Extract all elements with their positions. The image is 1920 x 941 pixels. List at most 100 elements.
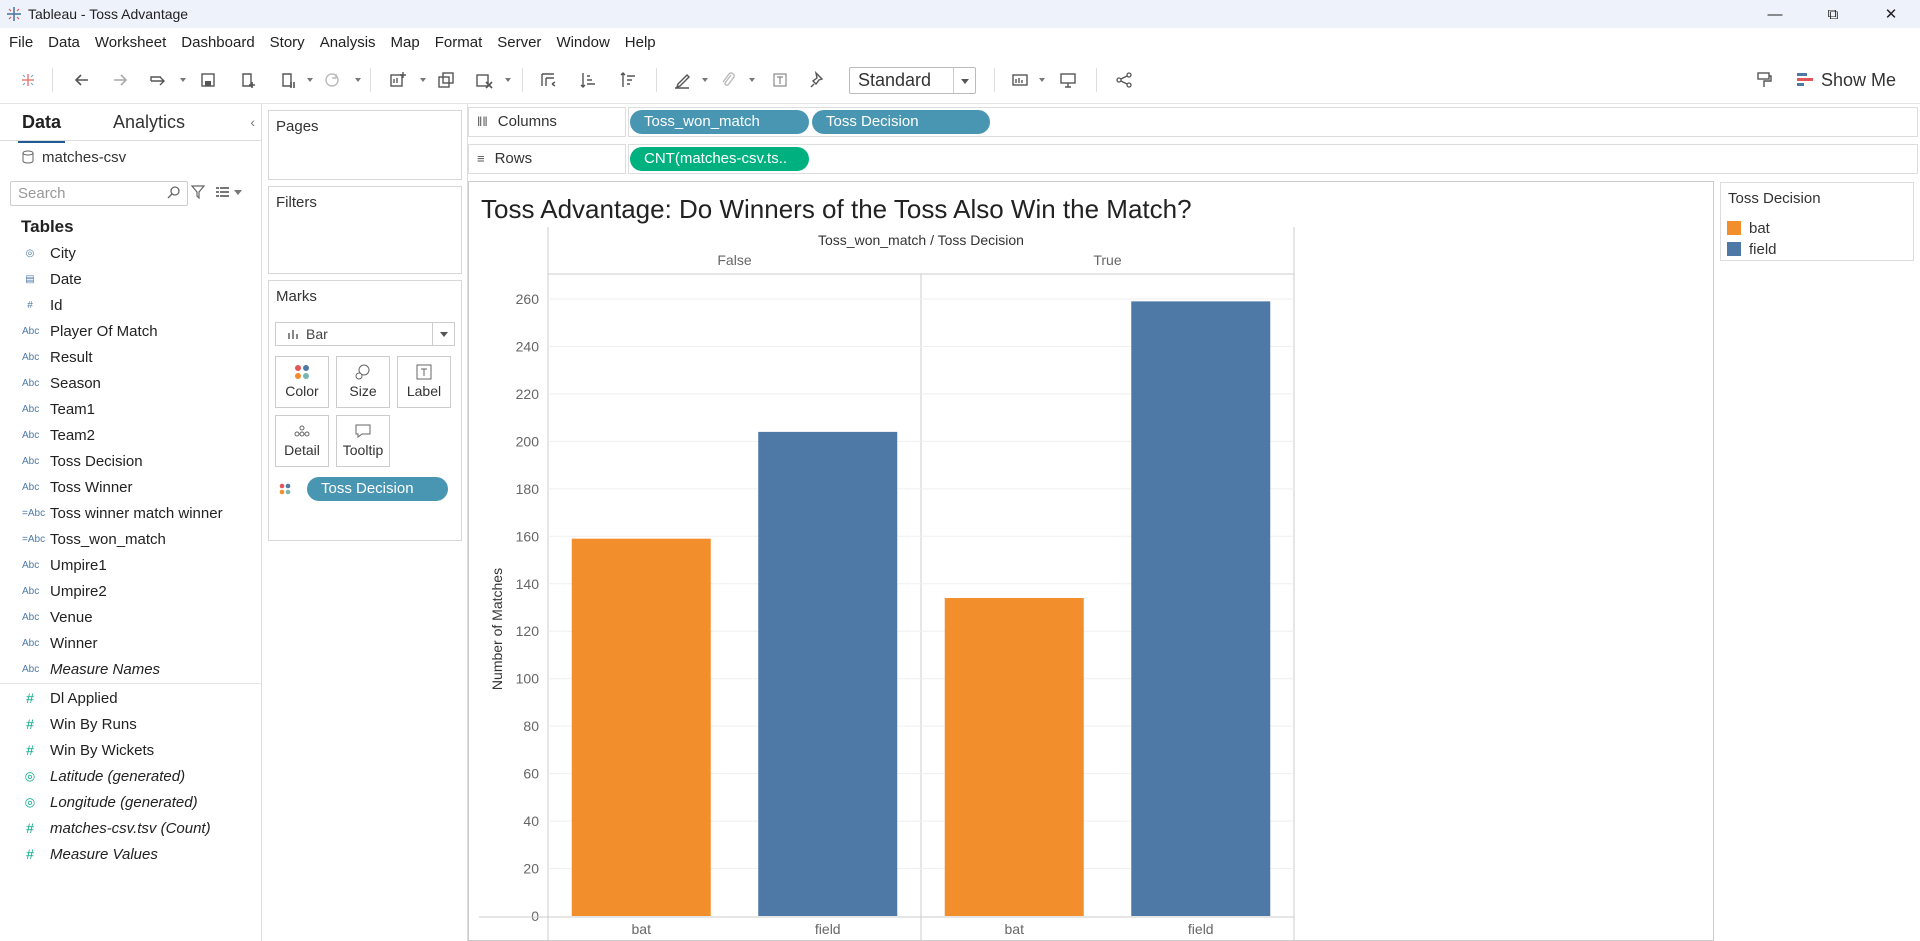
tab-analytics[interactable]: Analytics [113, 112, 186, 132]
menu-dashboard[interactable]: Dashboard [181, 33, 255, 51]
field-item[interactable]: # Dl Applied [0, 685, 261, 711]
duplicate-icon[interactable] [434, 68, 458, 92]
field-item[interactable]: Abc Toss Decision [0, 448, 261, 474]
fit-dropdown[interactable]: Standard [849, 67, 976, 94]
field-item[interactable]: Abc Umpire1 [0, 552, 261, 578]
redo-icon[interactable] [108, 68, 132, 92]
menu-story[interactable]: Story [269, 33, 305, 51]
abc-icon: Abc [22, 325, 40, 337]
tableau-start-icon[interactable] [16, 68, 40, 92]
minimize-button[interactable]: — [1767, 5, 1783, 23]
field-item[interactable]: Abc Toss Winner [0, 474, 261, 500]
search-input[interactable]: Search [10, 181, 188, 206]
field-name: Measure Names [50, 660, 161, 678]
sort-ascending-icon[interactable] [576, 68, 600, 92]
pages-card-title: Pages [276, 118, 319, 135]
marks-card: Marks Bar Color Size Label Detail Toolti… [268, 280, 462, 541]
show-me-button[interactable]: Show Me [1797, 68, 1896, 92]
field-item[interactable]: Abc Winner [0, 630, 261, 656]
field-item[interactable]: # Win By Runs [0, 711, 261, 737]
field-item[interactable]: Abc Umpire2 [0, 578, 261, 604]
label-button[interactable]: Label [397, 356, 451, 408]
pause-updates-icon[interactable] [276, 68, 300, 92]
field-item[interactable]: ◎ Latitude (generated) [0, 763, 261, 789]
field-item[interactable]: Abc Season [0, 370, 261, 396]
legend-item-field[interactable]: field [1727, 240, 1777, 258]
replay-icon[interactable] [146, 68, 170, 92]
presentation-mode-icon[interactable] [1056, 68, 1080, 92]
field-item[interactable]: Abc Team1 [0, 396, 261, 422]
filters-card[interactable]: Filters [268, 186, 462, 274]
datasource-item[interactable]: matches-csv [0, 141, 261, 173]
menu-help[interactable]: Help [624, 33, 656, 51]
pin-axes-icon[interactable] [806, 68, 830, 92]
field-item[interactable]: =Abc Toss_won_match [0, 526, 261, 552]
collapse-pane-icon[interactable]: ‹ [250, 114, 255, 130]
color-pill-toss-decision[interactable]: Toss Decision [307, 477, 448, 501]
field-name: Team1 [50, 400, 96, 418]
menu-worksheet[interactable]: Worksheet [94, 33, 167, 51]
field-item[interactable]: ◎ City [0, 240, 261, 266]
rows-dropzone[interactable]: CNT(matches-csv.ts.. [628, 144, 1918, 174]
sort-descending-icon[interactable] [616, 68, 640, 92]
show-mark-labels-icon[interactable] [768, 68, 792, 92]
clear-sheet-icon[interactable] [472, 68, 496, 92]
field-item[interactable]: Abc Venue [0, 604, 261, 630]
pill-count-matches[interactable]: CNT(matches-csv.ts.. [630, 147, 809, 171]
mark-type-dropdown[interactable]: Bar [275, 322, 455, 346]
field-item[interactable]: =Abc Toss winner match winner [0, 500, 261, 526]
menu-map[interactable]: Map [390, 33, 420, 51]
legend-swatch-bat [1727, 221, 1741, 235]
abc-icon: Abc [22, 611, 40, 623]
highlight-icon[interactable] [670, 68, 694, 92]
tab-data[interactable]: Data [17, 112, 66, 143]
size-button[interactable]: Size [336, 356, 390, 408]
menu-window[interactable]: Window [556, 33, 610, 51]
pill-toss-won-match[interactable]: Toss_won_match [630, 110, 809, 134]
menu-file[interactable]: File [9, 33, 34, 51]
field-item[interactable]: # Id [0, 292, 261, 318]
pages-card[interactable]: Pages [268, 110, 462, 180]
field-item[interactable]: # matches-csv.tsv (Count) [0, 815, 261, 841]
field-item[interactable]: Abc Team2 [0, 422, 261, 448]
undo-icon[interactable] [70, 68, 94, 92]
field-name: Id [50, 296, 63, 314]
swap-rows-columns-icon[interactable] [536, 68, 560, 92]
show-me-label: Show Me [1821, 69, 1897, 90]
view-options-icon[interactable] [216, 186, 244, 198]
field-item[interactable]: # Win By Wickets [0, 737, 261, 763]
menu-analysis[interactable]: Analysis [319, 33, 376, 51]
format-painter-icon[interactable] [1752, 68, 1776, 92]
close-button[interactable]: ✕ [1884, 6, 1898, 23]
y-tick-label: 80 [523, 718, 539, 734]
field-item[interactable]: Abc Player Of Match [0, 318, 261, 344]
group-members-icon[interactable] [716, 68, 740, 92]
columns-dropzone[interactable]: Toss_won_match Toss Decision [628, 107, 1918, 137]
new-worksheet-icon[interactable] [386, 68, 410, 92]
menu-data[interactable]: Data [48, 33, 80, 51]
save-icon[interactable] [196, 68, 220, 92]
field-item[interactable]: Abc Result [0, 344, 261, 370]
show-cards-icon[interactable] [1008, 68, 1032, 92]
detail-label: Detail [284, 442, 320, 458]
field-item[interactable]: Abc Measure Names [0, 656, 261, 682]
restore-button[interactable]: ⧉ [1827, 5, 1839, 23]
detail-button[interactable]: Detail [275, 415, 329, 467]
legend-item-bat[interactable]: bat [1727, 219, 1770, 237]
refresh-icon[interactable] [320, 68, 344, 92]
data-pane: Data Analytics ‹ matches-csv Search Tabl… [0, 104, 262, 941]
field-item[interactable]: ◎ Longitude (generated) [0, 789, 261, 815]
pill-toss-decision[interactable]: Toss Decision [812, 110, 990, 134]
menu-format[interactable]: Format [434, 33, 483, 51]
number-icon: # [26, 846, 34, 862]
share-icon[interactable] [1112, 68, 1136, 92]
field-item[interactable]: # Measure Values [0, 841, 261, 867]
filter-icon[interactable] [191, 185, 205, 199]
new-datasource-icon[interactable] [236, 68, 260, 92]
field-item[interactable]: ▤ Date [0, 266, 261, 292]
measure-list: # Dl Applied # Win By Runs # Win By Wickets ◎ L… [0, 685, 261, 867]
color-button[interactable]: Color [275, 356, 329, 408]
menu-server[interactable]: Server [497, 33, 542, 51]
tooltip-button[interactable]: Tooltip [336, 415, 390, 467]
chevron-down-icon [953, 68, 975, 93]
